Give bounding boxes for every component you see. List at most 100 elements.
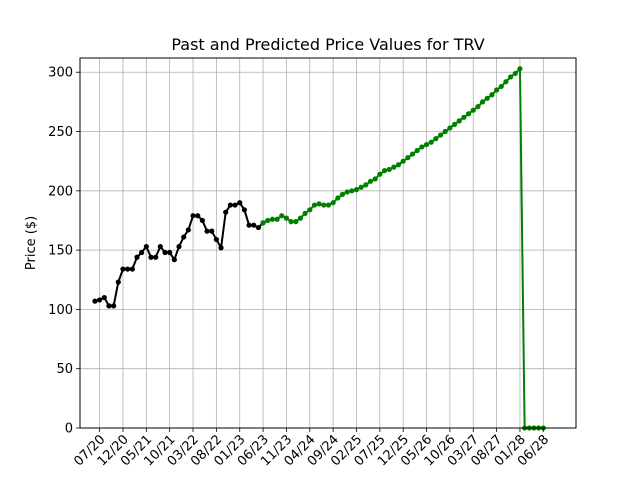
y-tick-label: 50: [56, 362, 73, 377]
data-point: [339, 191, 346, 197]
data-point: [265, 217, 271, 224]
data-point: [209, 228, 215, 234]
data-point: [237, 200, 243, 206]
data-point: [176, 243, 182, 250]
data-point: [517, 66, 523, 72]
data-point: [125, 266, 131, 272]
data-point: [167, 249, 173, 256]
data-point: [302, 210, 308, 216]
data-point: [465, 111, 472, 117]
data-point: [293, 219, 299, 225]
data-point: [260, 220, 266, 226]
data-point: [218, 245, 224, 251]
data-point: [470, 107, 476, 113]
y-tick-label: 100: [48, 303, 73, 318]
data-point: [442, 128, 448, 135]
data-point: [143, 243, 149, 250]
data-point: [111, 303, 117, 309]
data-point: [297, 215, 304, 221]
series-0: [92, 200, 266, 309]
y-tick-label: 250: [48, 125, 73, 140]
data-point: [307, 207, 313, 213]
data-point: [288, 219, 294, 225]
data-point: [129, 266, 135, 272]
data-point: [451, 121, 458, 128]
chart-title: Past and Predicted Price Values for TRV: [171, 35, 484, 54]
data-point: [283, 215, 290, 221]
data-point: [409, 151, 416, 157]
data-point: [433, 136, 439, 142]
data-point: [363, 182, 369, 188]
data-point: [508, 74, 514, 80]
y-tick-label: 150: [48, 244, 73, 259]
data-point: [195, 213, 201, 219]
data-point: [279, 213, 285, 219]
data-point: [311, 202, 318, 208]
data-point: [386, 166, 392, 173]
y-tick-label: 0: [65, 422, 73, 437]
data-point: [213, 236, 219, 243]
data-point: [414, 147, 420, 154]
data-point: [512, 70, 518, 77]
data-point: [405, 155, 411, 161]
data-point: [106, 303, 112, 309]
data-point: [353, 187, 360, 193]
data-point: [461, 114, 467, 120]
data-point: [400, 158, 406, 164]
data-point: [274, 216, 280, 222]
data-point: [269, 216, 276, 222]
y-axis-label: Price ($): [24, 216, 39, 270]
data-point: [344, 189, 350, 195]
data-point: [437, 132, 444, 138]
data-point: [134, 254, 140, 260]
data-point: [419, 144, 425, 150]
data-point: [330, 200, 336, 206]
y-tick-label: 200: [48, 184, 73, 199]
data-point: [92, 298, 98, 304]
data-point: [381, 168, 388, 174]
data-point: [115, 279, 121, 285]
data-point: [157, 243, 163, 250]
data-point: [204, 228, 210, 234]
data-point: [494, 87, 500, 93]
data-point: [185, 227, 191, 233]
data-point: [372, 176, 378, 182]
data-point: [395, 162, 402, 168]
data-point: [423, 141, 430, 148]
data-point: [181, 234, 187, 240]
data-point: [475, 104, 481, 110]
data-point: [171, 257, 177, 263]
data-point: [251, 222, 257, 228]
data-point: [97, 297, 103, 303]
data-point: [349, 188, 355, 194]
data-point: [241, 207, 247, 213]
data-point: [246, 222, 252, 228]
data-point: [358, 184, 364, 190]
data-point: [162, 249, 168, 256]
data-point: [153, 254, 159, 260]
data-point: [223, 209, 229, 215]
data-point: [139, 249, 145, 256]
y-tick-label: 300: [48, 66, 73, 81]
data-point: [316, 201, 322, 207]
data-point: [367, 178, 374, 184]
data-point: [148, 254, 154, 260]
data-point: [391, 164, 397, 170]
data-point: [447, 125, 453, 131]
data-point: [428, 139, 434, 145]
data-point: [227, 202, 233, 208]
data-point: [120, 266, 126, 272]
grid: [80, 58, 576, 429]
data-point: [377, 171, 383, 177]
data-point: [503, 79, 509, 85]
data-point: [232, 202, 238, 208]
data-point: [484, 95, 490, 101]
data-point: [456, 118, 462, 124]
data-point: [101, 294, 107, 301]
plot-frame: [79, 57, 577, 429]
data-point: [199, 217, 205, 224]
data-point: [335, 195, 341, 201]
